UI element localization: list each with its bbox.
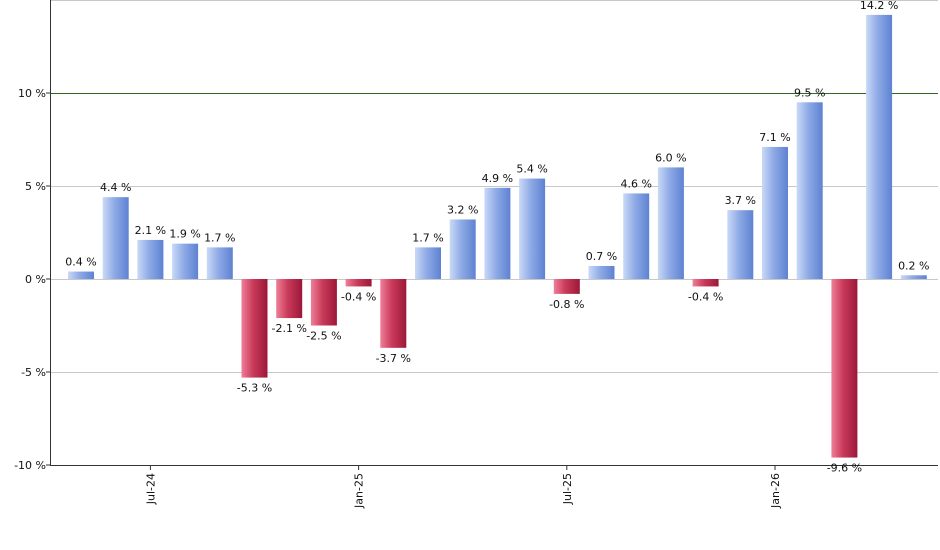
bar (137, 239, 164, 279)
bar (657, 167, 684, 279)
bar (172, 243, 199, 279)
data-label: 4.9 % (482, 172, 513, 185)
data-label: 0.4 % (65, 256, 96, 269)
data-label: 4.6 % (620, 177, 651, 190)
data-label: 2.1 % (135, 224, 166, 237)
bar (623, 193, 650, 279)
data-label: -9.6 % (827, 462, 862, 475)
bar (796, 102, 823, 279)
data-label: -2.1 % (271, 322, 306, 335)
bar (415, 247, 441, 279)
data-label: 1.7 % (412, 231, 443, 244)
y-tick-label: -10 % (14, 459, 46, 472)
bar (866, 14, 893, 279)
bar (68, 271, 94, 279)
data-label: 9.5 % (794, 86, 825, 99)
x-tick-label: Jan-26 (769, 473, 782, 509)
data-label: -3.7 % (376, 352, 411, 365)
data-label: 6.0 % (655, 151, 686, 164)
data-label: -5.3 % (237, 382, 272, 395)
y-tick-label: 10 % (18, 87, 46, 100)
data-label: 0.2 % (898, 259, 929, 272)
bar (345, 279, 372, 287)
bar (519, 178, 546, 279)
bar (241, 279, 268, 378)
data-label: 3.7 % (725, 194, 756, 207)
bar (380, 279, 407, 348)
y-tick-label: 0 % (25, 273, 46, 286)
data-label: -0.8 % (549, 298, 584, 311)
bar (692, 279, 719, 287)
axes (50, 0, 938, 466)
bar (484, 187, 511, 279)
bar (102, 197, 129, 279)
bar (276, 279, 303, 319)
data-label: 1.7 % (204, 231, 235, 244)
y-tick-label: -5 % (21, 366, 46, 379)
bar (310, 279, 337, 326)
bar (449, 219, 476, 279)
data-labels: 0.4 % 4.4 % 2.1 % 1.9 % 1.7 % -5.3 % -2.1 %-2.… (65, 0, 929, 475)
bars (68, 14, 927, 458)
data-label: 1.9 % (169, 228, 200, 241)
bar (206, 247, 233, 279)
x-tick-label: Jul-25 (561, 473, 574, 505)
bar (553, 279, 580, 294)
bar (727, 210, 754, 279)
y-tick-label: 5 % (25, 180, 46, 193)
data-label: 0.7 % (586, 250, 617, 263)
data-label: 4.4 % (100, 181, 131, 194)
x-tick-label: Jan-25 (353, 473, 366, 509)
data-label: 5.4 % (516, 163, 547, 176)
bar (588, 265, 615, 279)
x-axis-ticks: Jul-24 Jan-25 Jul-25 Jan-26 (144, 465, 782, 509)
data-label: 14.2 % (860, 0, 898, 12)
data-label: 3.2 % (447, 203, 478, 216)
data-label: -2.5 % (306, 330, 341, 343)
data-label: 7.1 % (759, 131, 790, 144)
bar (900, 275, 927, 279)
bar (762, 146, 788, 279)
data-label: -0.4 % (341, 290, 376, 303)
data-label: -0.4 % (688, 290, 723, 303)
bar (831, 279, 858, 458)
x-tick-label: Jul-24 (144, 473, 157, 505)
y-axis-ticks: 10 % 5 % 0 % -5 % -10 % (14, 87, 50, 472)
